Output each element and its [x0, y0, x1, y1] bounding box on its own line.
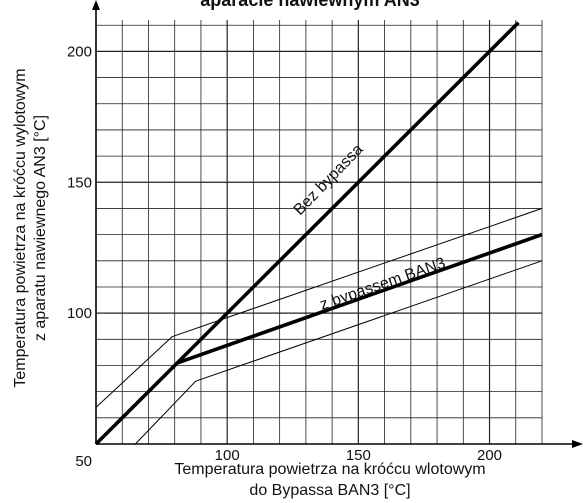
- x-tick-label: 150: [346, 447, 371, 464]
- series-line-1: [176, 232, 543, 365]
- y-tick-label: 100: [67, 305, 92, 322]
- series-layer: [94, 21, 543, 446]
- y-axis-arrow: [92, 0, 100, 10]
- y-axis-title-line-2: z aparatu nawiewnego AN3 [°C]: [32, 115, 49, 341]
- x-tick-label: 200: [477, 447, 502, 464]
- tick-labels: 100 150 200 50 100 150 200: [67, 43, 502, 470]
- y-tick-label: 50: [75, 453, 92, 470]
- series-line-0: [94, 21, 520, 446]
- y-tick-label: 200: [67, 43, 92, 60]
- y-tick-label: 150: [67, 174, 92, 191]
- series-label-bez-bypassa: Bez bypassa: [291, 141, 367, 219]
- y-axis-title-line-1: Temperatura powietrza na króćcu wylotowy…: [12, 68, 29, 387]
- x-axis-title-line-2: do Bypassa BAN3 [°C]: [249, 482, 410, 499]
- series-line-3: [135, 260, 543, 445]
- x-axis-title-line-1: Temperatura powietrza na króćcu wlotowym: [174, 461, 485, 478]
- x-axis-arrow: [572, 440, 583, 448]
- x-tick-label: 100: [215, 447, 240, 464]
- series-line-2: [95, 207, 543, 408]
- axes: [92, 0, 583, 448]
- chart-title: aparacie nawiewnym AN3: [200, 0, 419, 10]
